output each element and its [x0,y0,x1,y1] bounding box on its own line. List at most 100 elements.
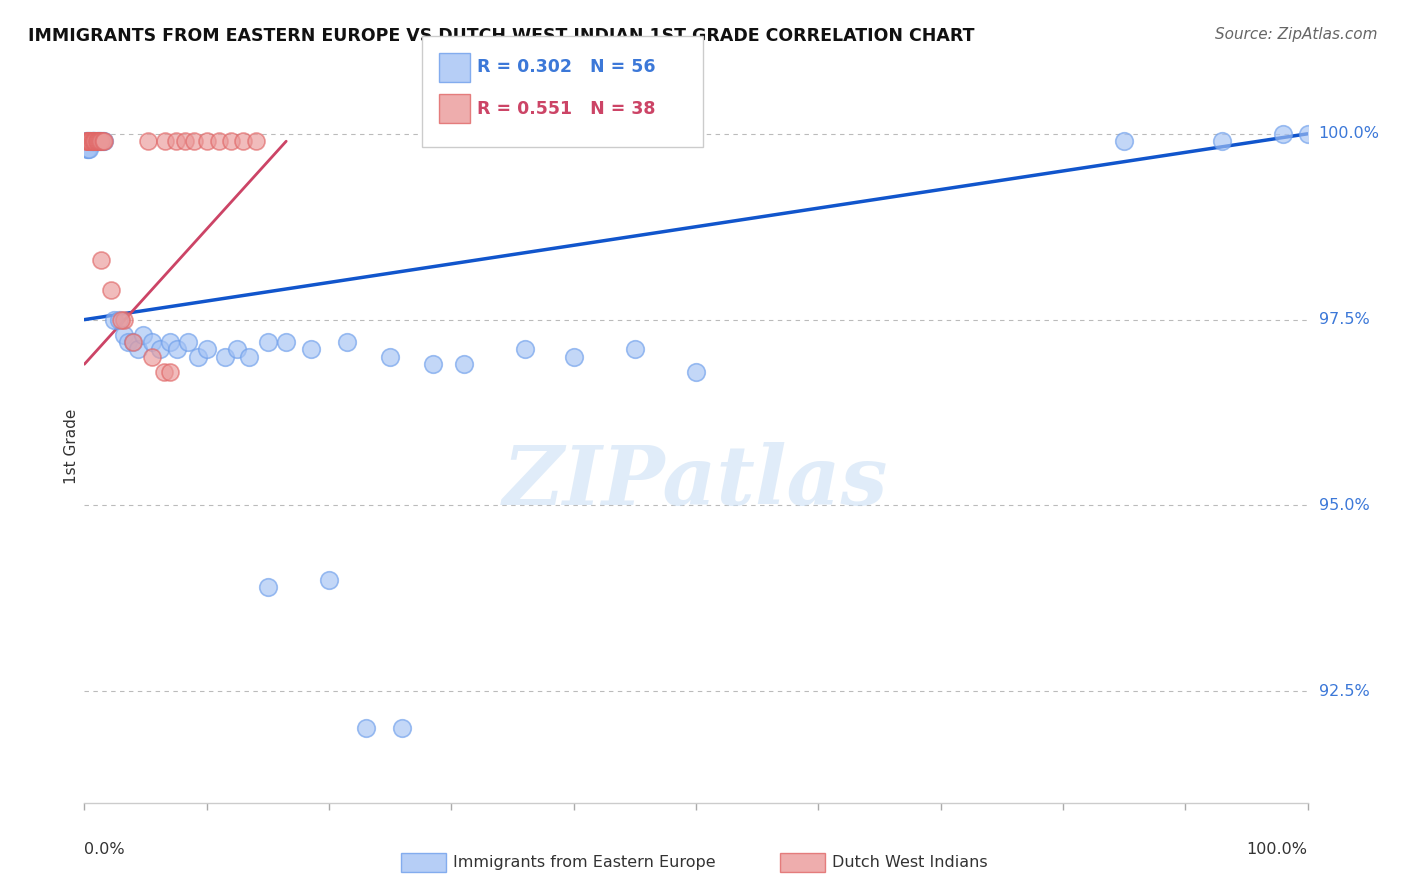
Point [112,312,135,326]
Point [380,350,402,364]
Point [159,365,181,379]
Point [86,134,108,148]
Point [513,343,536,357]
Point [86,134,108,148]
Point [87,134,110,148]
Point [183,134,205,148]
Point [562,350,585,364]
Point [77,134,100,148]
Point [238,350,260,364]
Text: Dutch West Indians: Dutch West Indians [832,855,988,870]
Point [77,142,100,156]
Text: ZIPatlas: ZIPatlas [503,442,889,522]
Point [90,134,112,148]
Point [79,134,101,148]
Point [91,134,114,148]
Point [77,142,100,156]
Point [89,134,111,148]
Text: Source: ZipAtlas.com: Source: ZipAtlas.com [1215,27,1378,42]
Point [93,134,115,148]
Point [77,134,100,148]
Point [245,134,267,148]
Text: IMMIGRANTS FROM EASTERN EUROPE VS DUTCH WEST INDIAN 1ST GRADE CORRELATION CHART: IMMIGRANTS FROM EASTERN EUROPE VS DUTCH … [28,27,974,45]
Point [1114,134,1136,148]
Point [84,134,107,148]
Point [214,350,236,364]
Point [208,134,231,148]
Point [391,722,413,736]
Text: 95.0%: 95.0% [1319,498,1369,513]
Point [107,312,129,326]
Point [299,343,322,357]
Point [75,134,97,148]
Point [153,365,176,379]
Point [87,134,110,148]
Point [165,134,187,148]
Point [685,365,707,379]
Text: 100.0%: 100.0% [1247,842,1308,856]
Y-axis label: 1st Grade: 1st Grade [63,409,79,483]
Point [112,327,135,342]
Point [77,134,100,148]
Point [84,134,107,148]
Text: 100.0%: 100.0% [1319,127,1379,141]
Point [132,327,155,342]
Point [422,357,444,371]
Point [90,253,112,268]
Point [83,134,105,148]
Point [141,350,163,364]
Point [110,312,132,326]
Point [122,334,145,349]
Point [83,134,105,148]
Point [136,134,159,148]
Point [82,134,104,148]
Point [195,343,218,357]
Point [354,722,377,736]
Point [187,350,209,364]
Point [257,334,280,349]
Point [82,134,104,148]
Text: 0.0%: 0.0% [84,842,125,856]
Text: 92.5%: 92.5% [1319,684,1369,698]
Point [89,134,111,148]
Point [79,134,101,148]
Point [77,134,100,148]
Point [93,134,115,148]
Point [82,134,104,148]
Point [153,134,176,148]
Point [76,134,98,148]
Text: Immigrants from Eastern Europe: Immigrants from Eastern Europe [453,855,716,870]
Point [219,134,242,148]
Point [318,573,340,587]
Point [127,343,149,357]
Text: R = 0.302   N = 56: R = 0.302 N = 56 [477,58,655,76]
Point [195,134,218,148]
Point [453,357,475,371]
Point [141,334,163,349]
Point [159,334,181,349]
Point [117,334,139,349]
Point [276,334,298,349]
Point [177,334,200,349]
Point [166,343,188,357]
Point [77,134,100,148]
Text: R = 0.551   N = 38: R = 0.551 N = 38 [477,100,655,118]
Point [173,134,195,148]
Point [1211,134,1233,148]
Point [103,312,125,326]
Point [90,134,112,148]
Point [76,134,98,148]
Point [75,134,97,148]
Point [80,134,103,148]
Point [83,134,105,148]
Point [122,334,145,349]
Point [1296,127,1319,141]
Point [232,134,254,148]
Point [226,343,249,357]
Point [79,134,101,148]
Point [87,134,110,148]
Point [86,134,108,148]
Point [149,343,172,357]
Point [100,283,122,297]
Point [257,580,280,594]
